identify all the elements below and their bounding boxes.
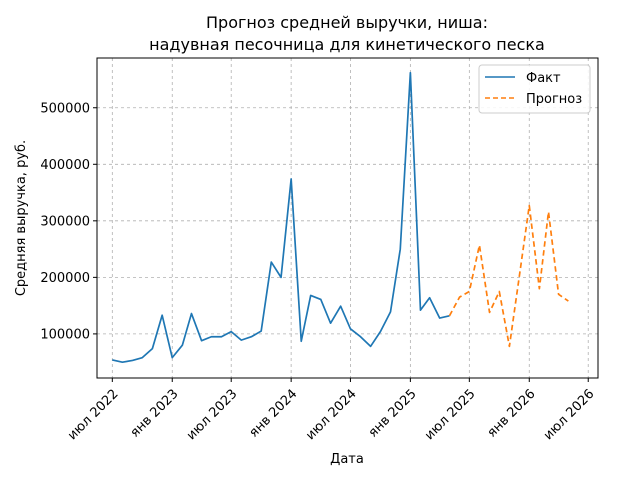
y-tick-label: 500000	[40, 101, 90, 116]
y-tick-label: 100000	[40, 327, 90, 342]
x-tick-label: янв 2024	[247, 387, 301, 441]
x-tick-label: июл 2026	[541, 387, 598, 444]
y-axis-label: Средняя выручка, руб.	[14, 140, 29, 296]
x-tick-label: янв 2025	[366, 387, 420, 441]
plot-frame	[96, 57, 599, 379]
forecast-series-line	[448, 204, 569, 348]
y-tick-label: 200000	[40, 271, 90, 286]
y-tick-label: 300000	[40, 214, 90, 229]
legend-label-fact: Факт	[526, 71, 561, 86]
chart-title-line-1: Прогноз средней выручки, ниша:	[206, 13, 488, 32]
x-tick-label: июл 2022	[65, 387, 122, 444]
chart-title-line-2: надувная песочница для кинетического пес…	[149, 35, 545, 54]
x-tick-label: июл 2023	[184, 387, 241, 444]
fact-series-line	[112, 71, 450, 364]
axes: июл 2022 янв 2023 июл 2023 янв 2024 июл 2024…	[40, 57, 599, 444]
x-tick-label: янв 2023	[128, 387, 182, 441]
legend: Факт Прогноз	[478, 64, 591, 114]
x-tick-label: июл 2025	[422, 387, 479, 444]
series-lines	[112, 71, 569, 364]
x-tick-label: янв 2026	[485, 387, 539, 441]
y-tick-label: 400000	[40, 158, 90, 173]
x-axis-label: Дата	[330, 452, 364, 467]
x-tick-label: июл 2024	[303, 387, 360, 444]
legend-label-forecast: Прогноз	[526, 92, 582, 107]
grid	[97, 58, 598, 378]
